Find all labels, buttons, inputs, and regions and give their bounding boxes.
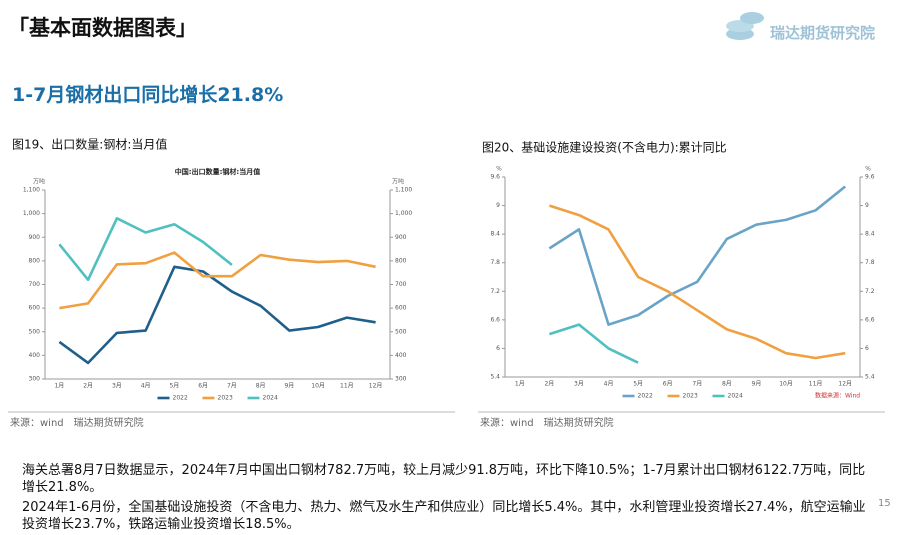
logo-icon [726, 12, 764, 40]
x-tick-label: 9月 [284, 383, 294, 390]
y-tick-label: 500 [29, 328, 41, 335]
x-tick-label: 3月 [574, 381, 584, 388]
y-tick-label: 6.6 [490, 316, 500, 323]
legend-label: 2024 [263, 395, 278, 402]
legend-label: 2024 [728, 393, 743, 400]
x-tick-label: 9月 [752, 381, 762, 388]
y-tick-label: 9.6 [490, 174, 500, 181]
x-tick-label: 1月 [54, 383, 64, 390]
x-tick-label: 5月 [169, 383, 179, 390]
y2-tick-label: 700 [395, 281, 407, 288]
x-tick-label: 8月 [256, 383, 266, 390]
y-tick-label: 400 [29, 352, 41, 359]
x-tick-label: 12月 [838, 381, 852, 388]
y-tick-label: 700 [29, 281, 41, 288]
x-tick-label: 7月 [227, 383, 237, 390]
y2-tick-label: 800 [395, 257, 407, 264]
chart-caption: 图19、出口数量:钢材:当月值 [12, 137, 167, 152]
data-line [548, 185, 847, 326]
x-tick-label: 10月 [311, 383, 325, 390]
x-tick-label: 6月 [198, 383, 208, 390]
paragraph: 海关总署8月7日数据显示，2024年7月中国出口钢材782.7万吨，较上月减少9… [22, 463, 866, 495]
chart-source: 来源：wind 瑞达期货研究院 [10, 416, 144, 429]
data-line [58, 265, 376, 365]
y-tick-label: 6 [496, 345, 500, 352]
y-tick-label: 9 [496, 202, 500, 209]
legend-label: 2022 [173, 395, 188, 402]
x-tick-label: 2月 [544, 381, 554, 388]
x-tick-label: 6月 [663, 381, 673, 388]
y-tick-label: 8.4 [490, 231, 500, 238]
y2-tick-label: 8.4 [865, 231, 875, 238]
x-tick-label: 12月 [369, 383, 383, 390]
chart-source: 来源：wind 瑞达期货研究院 [480, 416, 614, 429]
x-tick-label: 2月 [83, 383, 93, 390]
y2-tick-label: 5.4 [865, 374, 875, 381]
y2-tick-label: 7.8 [865, 259, 875, 266]
logo-text: 瑞达期货研究院 [770, 24, 876, 42]
page-number: 15 [878, 498, 891, 509]
chart-caption: 图20、基础设施建设投资(不含电力):累计同比 [482, 140, 727, 155]
data-line [549, 204, 846, 360]
section-subtitle: 1-7月钢材出口同比增长21.8% [12, 84, 284, 106]
data-line [549, 323, 639, 364]
y-tick-label: 600 [29, 305, 41, 312]
y-tick-label: 900 [29, 234, 41, 241]
y-tick-label: 1,100 [23, 187, 40, 194]
y2-tick-label: 900 [395, 234, 407, 241]
y2-tick-label: 600 [395, 305, 407, 312]
data-line [59, 251, 376, 310]
x-tick-label: 7月 [692, 381, 702, 388]
x-tick-label: 5月 [633, 381, 643, 388]
y-tick-label: 800 [29, 257, 41, 264]
x-tick-label: 11月 [340, 383, 354, 390]
chart-title: 中国:出口数量:钢材:当月值 [175, 167, 260, 176]
y2-tick-label: 1,000 [395, 210, 412, 217]
legend-label: 2023 [218, 395, 233, 402]
y-unit: 万吨 [33, 178, 45, 186]
y-tick-label: 1,000 [23, 210, 40, 217]
y2-tick-label: 6.6 [865, 316, 875, 323]
y-tick-label: 7.2 [490, 288, 500, 295]
slide-title: 「基本面数据图表」 [8, 16, 197, 40]
y-tick-label: 5.4 [490, 374, 500, 381]
legend-label: 2023 [683, 393, 698, 400]
y2-tick-label: 7.2 [865, 288, 875, 295]
x-tick-label: 1月 [515, 381, 525, 388]
y2-tick-label: 300 [395, 376, 407, 383]
x-tick-label: 3月 [112, 383, 122, 390]
x-tick-label: 4月 [604, 381, 614, 388]
x-tick-label: 11月 [809, 381, 823, 388]
y-tick-label: 7.8 [490, 259, 500, 266]
y-unit: % [496, 166, 502, 173]
y2-tick-label: 500 [395, 328, 407, 335]
y2-tick-label: 9 [865, 202, 869, 209]
x-tick-label: 4月 [141, 383, 151, 390]
y-tick-label: 300 [29, 376, 41, 383]
y2-unit: 万吨 [392, 178, 404, 186]
y2-tick-label: 6 [865, 345, 869, 352]
chart-note: 数据来源：Wind [815, 392, 860, 400]
x-tick-label: 10月 [779, 381, 793, 388]
y2-tick-label: 400 [395, 352, 407, 359]
x-tick-label: 8月 [722, 381, 732, 388]
y2-unit: % [865, 166, 871, 173]
paragraph: 2024年1-6月份，全国基础设施投资（不含电力、热力、燃气及水生产和供应业）同… [22, 500, 866, 532]
y2-tick-label: 9.6 [865, 174, 875, 181]
y2-tick-label: 1,100 [395, 187, 412, 194]
data-line [58, 217, 233, 282]
legend-label: 2022 [638, 393, 653, 400]
